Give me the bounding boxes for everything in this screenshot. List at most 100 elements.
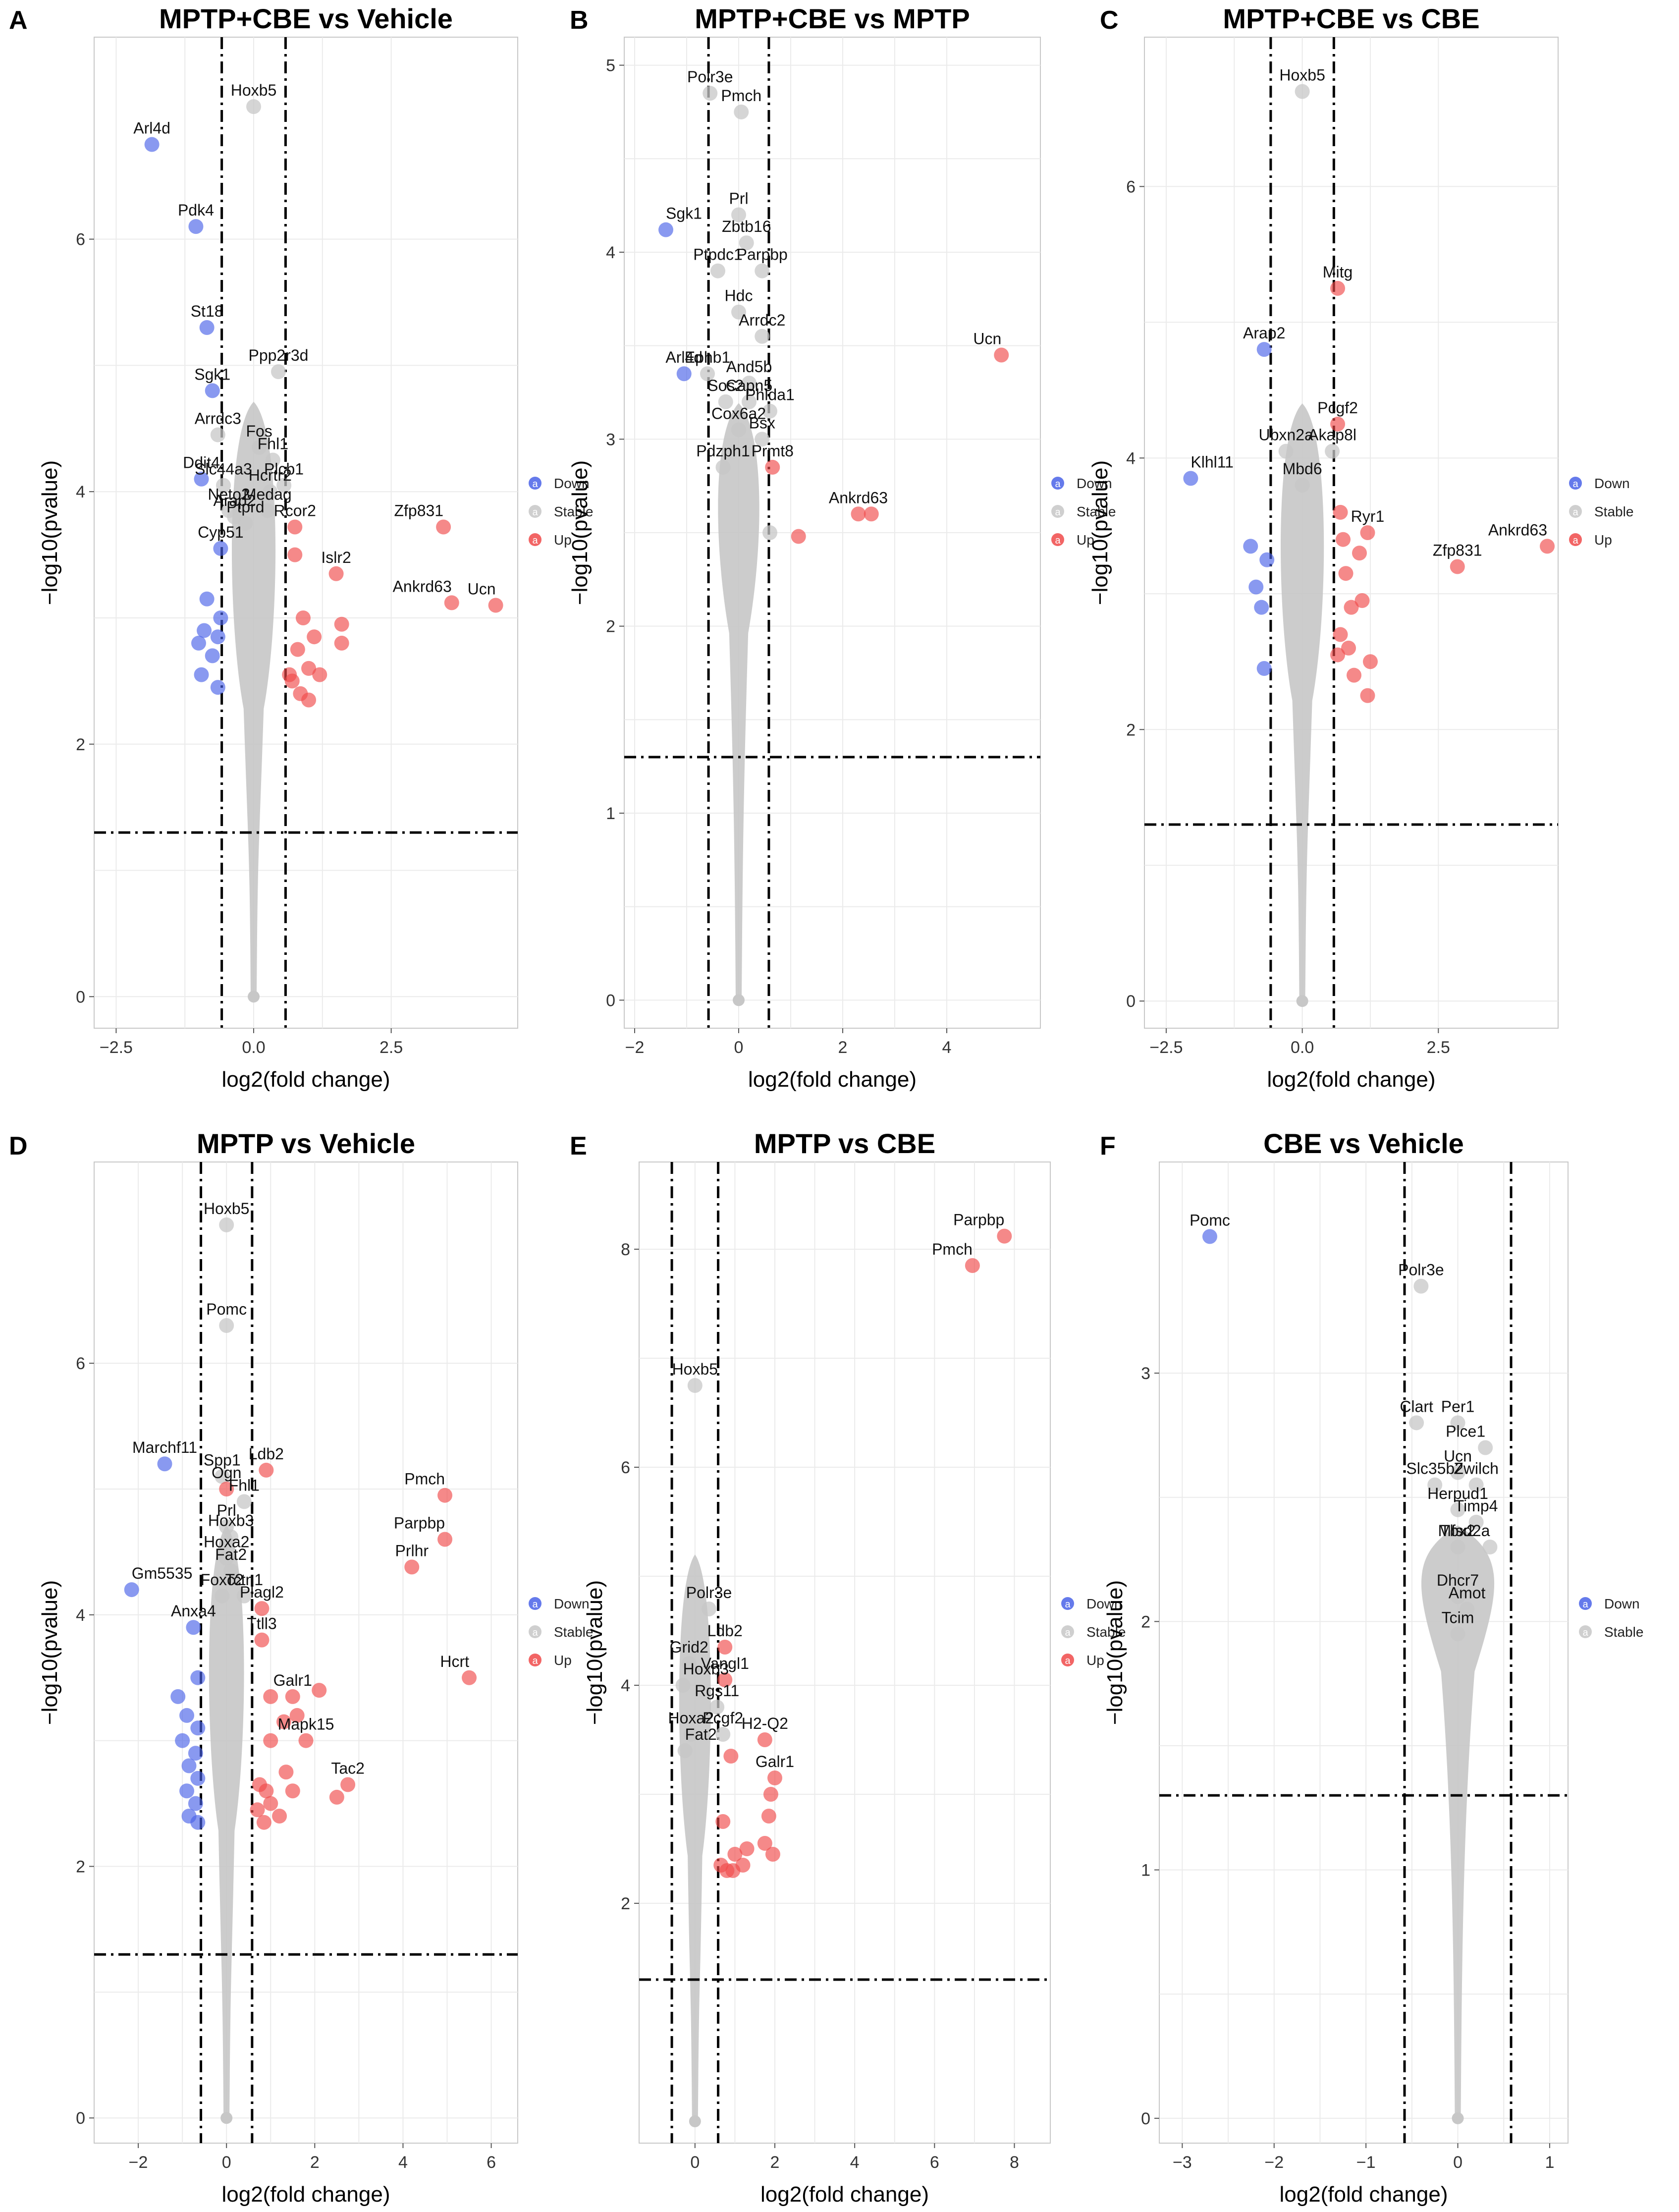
legend-key-stable (1579, 1625, 1592, 1638)
gene-point-up (1360, 525, 1375, 540)
gene-label: Ubxn2a (1259, 426, 1314, 444)
gene-point-up (436, 519, 451, 535)
stable-gene-cloud (718, 403, 759, 1000)
gene-point-stable (263, 484, 278, 499)
gene-point-stable (276, 478, 292, 493)
gene-label: Ldb2 (707, 1622, 743, 1640)
gene-point-up (301, 661, 317, 676)
gene-point-down (676, 366, 692, 382)
stable-gene-cloud-base (1452, 2112, 1464, 2124)
y-tick-label: 4 (76, 483, 85, 501)
y-tick-label: 0 (76, 988, 85, 1006)
legend-key-glyph: a (532, 507, 538, 518)
gene-label: Parpbp (394, 1514, 445, 1532)
gene-label: Ppp2r3d (248, 346, 308, 364)
gene-label: St18 (191, 302, 223, 320)
gene-point-up (282, 667, 297, 682)
gene-point-down (175, 1733, 190, 1748)
x-tick-label: −1 (1356, 2153, 1376, 2172)
legend-key-glyph: a (1572, 507, 1578, 518)
legend-key-glyph: a (1572, 535, 1578, 546)
gene-label: Galr1 (756, 1753, 794, 1770)
gene-point-down (188, 219, 204, 234)
stable-gene-cloud-base (248, 991, 260, 1003)
gene-point-stable (227, 509, 242, 525)
gene-label: Ucn (1444, 1447, 1472, 1465)
y-tick-label: 0 (76, 2109, 85, 2128)
gene-point-up (1346, 667, 1361, 683)
gene-point-stable (219, 1550, 234, 1566)
x-axis-label: log2(fold change) (748, 1067, 917, 1092)
plot-content: Hoxb5 Arl4d Pdk4 St18 Ppp2r3d Sgk1 Arrdc3 FosFh… (94, 37, 518, 1028)
gene-point-up (328, 566, 344, 581)
x-tick-label: 2 (838, 1038, 848, 1057)
panel-e: E MPTP vs CBE 0 2 4 6 8 2 4 6 8 log2(fold change) −l… (570, 1128, 1126, 2207)
legend-label-stable: Stable (1086, 1624, 1126, 1640)
y-tick-label: 2 (1141, 1612, 1150, 1631)
gene-point-stable (718, 394, 733, 409)
y-tick-label: 6 (76, 230, 85, 249)
panel-title: MPTP+CBE vs MPTP (695, 3, 970, 34)
x-tick-label: 0.0 (1291, 1038, 1314, 1057)
gene-label: Hoxb5 (1279, 66, 1325, 84)
gene-point-up (437, 1532, 453, 1547)
x-tick-label: 1 (1545, 2153, 1554, 2172)
gene-label: Zfp831 (1433, 541, 1482, 559)
gene-label: Medag (243, 485, 292, 503)
gene-label: Marchf11 (132, 1438, 197, 1456)
gene-point-up (725, 1863, 741, 1878)
gene-point-down (210, 680, 225, 695)
gene-label: Fhl1 (258, 435, 288, 453)
gene-label: Hoxa2 (668, 1709, 714, 1727)
legend-key-up (529, 1654, 542, 1666)
gene-point-stable (1427, 1477, 1443, 1493)
gene-point-stable (1413, 1278, 1429, 1294)
x-tick-label: 0 (690, 2153, 700, 2172)
gene-point-up (713, 1858, 729, 1873)
x-axis-label: log2(fold change) (760, 2182, 929, 2207)
gene-point-down (1254, 600, 1269, 615)
gene-point-up (256, 1815, 271, 1830)
gene-point-up (312, 667, 327, 682)
gene-point-stable (236, 1494, 252, 1509)
gene-label: Tctn1 (225, 1571, 263, 1589)
gene-label: Ogn (212, 1464, 241, 1482)
gene-point-down (1256, 342, 1272, 357)
gene-point-stable (1468, 1477, 1484, 1493)
gene-label: Polr3e (687, 68, 733, 86)
legend-key-glyph: a (1055, 507, 1061, 518)
gene-point-down (124, 1582, 139, 1598)
gene-label: Ephb1 (685, 348, 731, 366)
gene-point-stable (734, 104, 749, 119)
panel-b: B MPTP+CBE vs MPTP −2 0 2 4 0 1 2 3 4 5 log2(fold ch… (568, 3, 1116, 1092)
gene-point-stable (1468, 1514, 1484, 1530)
gene-point-stable (238, 515, 253, 531)
gene-label: Fat2 (215, 1546, 247, 1563)
plot-area (1144, 37, 1559, 1029)
x-tick-label: −2.5 (100, 1038, 133, 1057)
panel-c: C MPTP+CBE vs CBE −2.5 0.0 2.5 0 2 4 6 log2(fold … (1088, 3, 1633, 1092)
legend-label-stable: Stable (554, 1624, 593, 1640)
stable-gene-cloud-base (1296, 995, 1308, 1007)
gene-point-stable (739, 235, 754, 251)
legend-label-down: Down (554, 476, 590, 491)
gene-point-up (1362, 654, 1378, 669)
gene-label: Gm5535 (132, 1564, 193, 1582)
gene-point-stable (742, 376, 757, 391)
gene-point-up (462, 1670, 477, 1685)
gene-point-down (213, 610, 228, 625)
gene-point-stable (762, 403, 777, 419)
gene-point-up (791, 529, 806, 544)
gene-label: Ptprd (226, 498, 264, 516)
legend-key-glyph: a (1065, 1656, 1071, 1666)
panel-f: F CBE vs Vehicle −3 −2 −1 0 1 0 1 2 3 log2(fold cha… (1100, 1128, 1643, 2207)
gene-point-stable (731, 422, 746, 438)
gene-point-up (765, 459, 780, 475)
gene-label: Pdzph1 (696, 442, 750, 460)
gene-point-up (717, 1672, 733, 1687)
legend-key-down (1051, 477, 1064, 490)
panel-letter: B (570, 6, 589, 35)
gene-point-stable (215, 1469, 230, 1484)
panel-title: CBE vs Vehicle (1263, 1128, 1464, 1159)
